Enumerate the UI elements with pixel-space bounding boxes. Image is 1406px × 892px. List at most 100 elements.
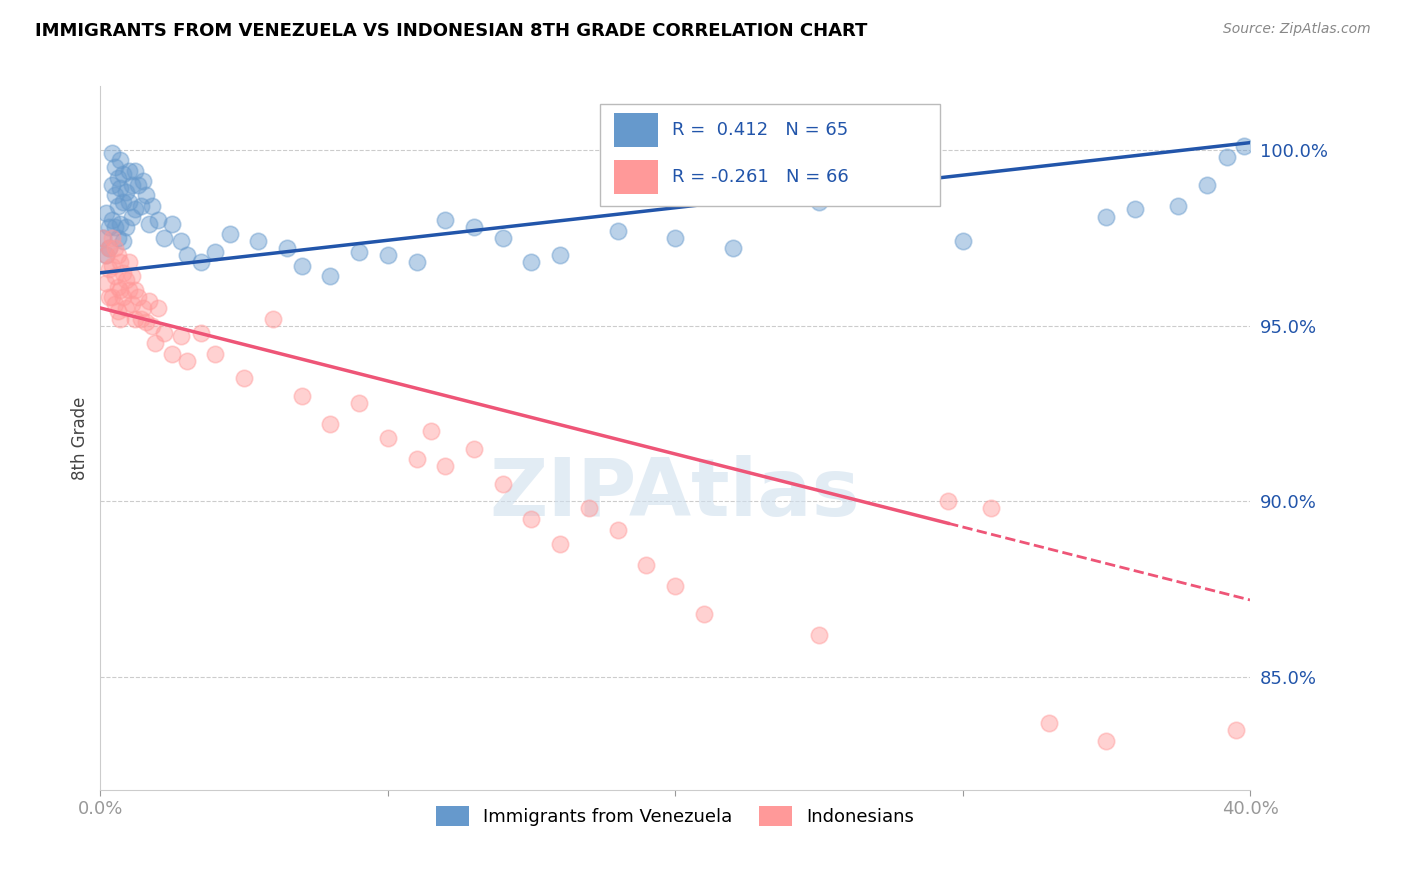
Point — [110, 153, 132, 168]
Point — [98, 241, 121, 255]
Text: IMMIGRANTS FROM VENEZUELA VS INDONESIAN 8TH GRADE CORRELATION CHART: IMMIGRANTS FROM VENEZUELA VS INDONESIAN … — [35, 22, 868, 40]
Point — [110, 311, 132, 326]
Point — [290, 389, 312, 403]
Point — [1038, 716, 1060, 731]
Point — [492, 230, 515, 244]
Text: R =  0.412   N = 65: R = 0.412 N = 65 — [672, 121, 848, 139]
Point — [405, 255, 427, 269]
Point — [107, 199, 129, 213]
Point — [190, 255, 212, 269]
Point — [132, 174, 155, 188]
Point — [135, 188, 157, 202]
Point — [492, 476, 515, 491]
Point — [152, 230, 174, 244]
Point — [101, 290, 124, 304]
Point — [110, 284, 132, 298]
Point — [104, 241, 127, 255]
Point — [98, 290, 121, 304]
Point — [262, 311, 284, 326]
Point — [112, 195, 135, 210]
Point — [110, 217, 132, 231]
Point — [101, 146, 124, 161]
Point — [135, 315, 157, 329]
Point — [1225, 723, 1247, 738]
Point — [152, 326, 174, 340]
Point — [606, 224, 628, 238]
Point — [204, 347, 226, 361]
Point — [319, 269, 342, 284]
Point — [129, 199, 152, 213]
Point — [721, 241, 744, 255]
Point — [463, 220, 485, 235]
Point — [124, 311, 146, 326]
Point — [115, 220, 138, 235]
Point — [104, 269, 127, 284]
Point — [170, 329, 193, 343]
Point — [290, 259, 312, 273]
Point — [520, 512, 543, 526]
Point — [1095, 733, 1118, 747]
Point — [218, 227, 240, 241]
Point — [636, 558, 658, 572]
Text: ZIPAtlas: ZIPAtlas — [489, 456, 860, 533]
Point — [112, 167, 135, 181]
Point — [1123, 202, 1146, 217]
Point — [138, 293, 160, 308]
Legend: Immigrants from Venezuela, Indonesians: Immigrants from Venezuela, Indonesians — [429, 798, 921, 834]
Point — [405, 452, 427, 467]
Point — [118, 284, 141, 298]
Point — [101, 213, 124, 227]
Point — [141, 318, 163, 333]
Point — [377, 248, 399, 262]
Point — [520, 255, 543, 269]
Point — [176, 353, 198, 368]
Point — [319, 417, 342, 431]
Point — [110, 181, 132, 195]
Point — [115, 301, 138, 315]
Point — [121, 178, 143, 192]
Point — [146, 213, 169, 227]
Text: Source: ZipAtlas.com: Source: ZipAtlas.com — [1223, 22, 1371, 37]
Point — [101, 178, 124, 192]
Point — [664, 579, 686, 593]
Point — [115, 273, 138, 287]
Point — [463, 442, 485, 456]
Point — [980, 501, 1002, 516]
Point — [141, 199, 163, 213]
Point — [94, 206, 117, 220]
Point — [124, 284, 146, 298]
Point — [127, 178, 149, 192]
Point — [121, 269, 143, 284]
Point — [548, 536, 571, 550]
Point — [118, 255, 141, 269]
Point — [112, 234, 135, 248]
Point — [936, 494, 959, 508]
Point — [233, 371, 256, 385]
Point — [204, 244, 226, 259]
Point — [98, 262, 121, 277]
Point — [548, 248, 571, 262]
Point — [160, 347, 183, 361]
Point — [107, 280, 129, 294]
Point — [146, 301, 169, 315]
Point — [247, 234, 270, 248]
Point — [121, 210, 143, 224]
Y-axis label: 8th Grade: 8th Grade — [72, 396, 89, 480]
Point — [104, 220, 127, 235]
Text: R = -0.261   N = 66: R = -0.261 N = 66 — [672, 168, 848, 186]
Point — [347, 396, 370, 410]
Point — [110, 255, 132, 269]
Point — [807, 195, 830, 210]
Point — [276, 241, 298, 255]
Point — [129, 311, 152, 326]
Point — [606, 523, 628, 537]
Point — [101, 259, 124, 273]
Point — [1216, 150, 1239, 164]
Point — [434, 459, 457, 474]
Point — [377, 431, 399, 445]
Point — [578, 501, 600, 516]
Point — [94, 277, 117, 291]
Point — [91, 230, 114, 244]
Point — [94, 248, 117, 262]
Point — [104, 161, 127, 175]
